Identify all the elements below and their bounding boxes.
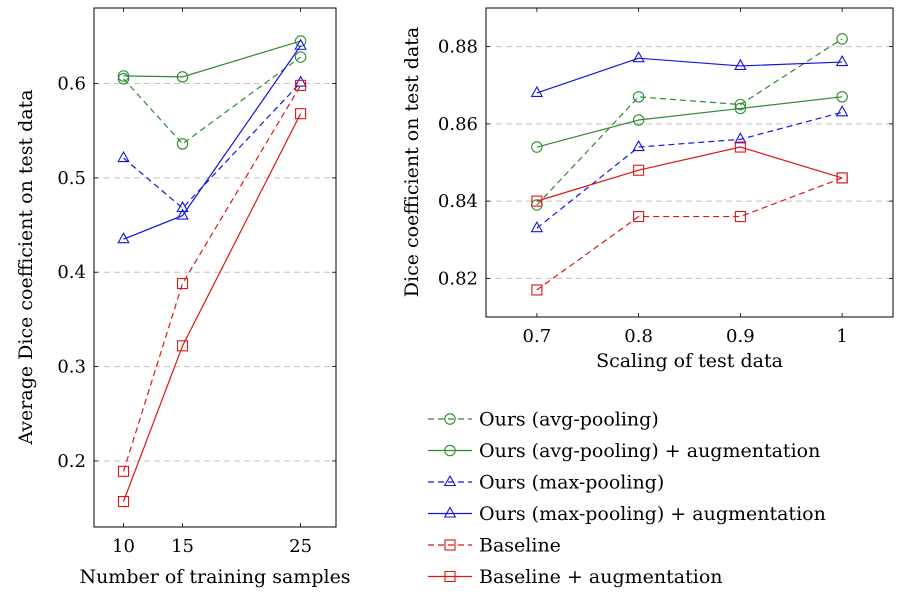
chart-right: 0.82 0.84 0.86 0.88 0.7 0.8 0.9 1 Scaling of tes… <box>401 7 894 372</box>
series-3-point <box>530 221 544 233</box>
legend-marker <box>444 413 456 425</box>
series-1-point <box>294 51 307 63</box>
series-6-point <box>295 108 307 120</box>
series-2-line <box>123 40 301 78</box>
series-6-point <box>633 164 645 176</box>
series-6-line <box>122 113 302 502</box>
series-6-point <box>836 172 848 184</box>
legend-marker <box>444 539 456 551</box>
series-1-point <box>632 91 645 103</box>
series-4-point <box>530 85 544 98</box>
y-tick-label: 0.82 <box>438 268 478 289</box>
y-tick-label: 0.4 <box>57 262 86 283</box>
x-tick-label: 15 <box>171 536 194 557</box>
legend: Ours (avg-pooling) Ours (avg-pooling) + a… <box>428 409 826 588</box>
legend-label: Ours (max-pooling) <box>479 472 664 494</box>
y-tick-label: 0.86 <box>438 114 478 135</box>
y-tick-label: 0.88 <box>438 37 478 58</box>
series-4-point <box>117 232 130 244</box>
series-2-point <box>176 71 189 83</box>
x-axis-label: Scaling of test data <box>596 350 783 372</box>
series-4-line <box>536 57 843 94</box>
series-5-point <box>734 211 746 223</box>
series-4-point <box>734 58 747 70</box>
series-3-line <box>123 82 302 209</box>
y-axis-label: Average Dice coefficient on test data <box>15 89 37 445</box>
series-2-line <box>536 96 843 148</box>
series-4-point <box>294 38 307 50</box>
y-tick-label: 0.3 <box>57 357 86 378</box>
series-2-point <box>632 114 645 126</box>
legend-marker <box>444 444 456 457</box>
series-5-point <box>633 211 645 223</box>
series-1-line <box>536 38 843 206</box>
x-tick-label: 0.8 <box>624 326 653 347</box>
series-6-point <box>176 340 189 352</box>
series-6-point <box>531 195 543 207</box>
series-4-point <box>632 51 645 63</box>
series-5-line <box>536 177 843 291</box>
series-5-line <box>122 85 302 472</box>
series-2-point <box>836 91 848 103</box>
x-tick-label: 1 <box>836 326 847 347</box>
series-3-line <box>536 111 843 229</box>
series-6-line <box>536 146 843 202</box>
series-3-point <box>117 150 130 163</box>
y-axis-label: Dice coefficient on test data <box>401 27 423 297</box>
series-3-point <box>632 139 645 152</box>
series-3-point <box>734 132 747 144</box>
series-5-point <box>117 465 130 477</box>
y-tick-label: 0.6 <box>57 73 86 94</box>
series-1-point <box>734 98 747 111</box>
legend-label: Baseline + augmentation <box>479 566 723 588</box>
series-2-point <box>531 141 543 153</box>
series-1-line <box>123 56 301 145</box>
series-6-point <box>117 495 130 508</box>
legend-marker <box>443 474 457 487</box>
series-4-line <box>123 45 302 240</box>
x-tick-label: 0.9 <box>726 326 755 347</box>
plot-frame <box>93 7 337 528</box>
legend-label: Ours (avg-pooling) <box>479 409 659 431</box>
y-tick-label: 0.2 <box>57 451 86 472</box>
series-4-point <box>835 54 849 67</box>
series-4-point <box>176 208 189 220</box>
series-1-point <box>836 33 848 45</box>
x-tick-label: 10 <box>112 536 135 557</box>
legend-marker <box>443 506 457 518</box>
series-2-point <box>117 70 130 82</box>
x-tick-label: 0.7 <box>523 326 552 347</box>
series-1-point <box>176 138 189 150</box>
series-5-point <box>531 284 543 296</box>
legend-label: Baseline <box>479 535 561 557</box>
series-3-point <box>176 200 189 213</box>
series-5-point <box>176 277 189 290</box>
chart-left: 0.2 0.3 0.4 0.5 0.6 10 15 25 Number of training … <box>15 7 351 588</box>
plot-frame <box>485 7 894 318</box>
series-1-point <box>117 73 130 85</box>
x-axis-label: Number of training samples <box>79 566 350 588</box>
series-2-point <box>734 102 747 115</box>
series-5-point <box>295 79 307 91</box>
legend-label: Ours (avg-pooling) + augmentation <box>479 440 820 462</box>
series-6-point <box>734 141 746 153</box>
legend-marker <box>444 570 456 583</box>
legend-label: Ours (max-pooling) + augmentation <box>479 503 826 525</box>
y-tick-label: 0.5 <box>57 168 86 189</box>
y-tick-label: 0.84 <box>438 191 478 212</box>
series-3-point <box>835 105 849 117</box>
series-3-point <box>294 75 307 87</box>
x-tick-label: 25 <box>289 536 312 557</box>
